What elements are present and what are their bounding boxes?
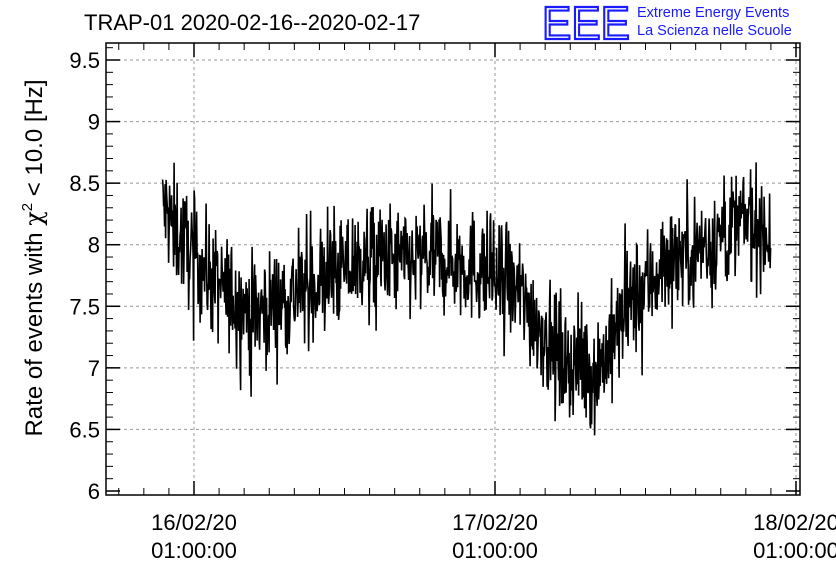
x-tick-time: 01:00:00 — [452, 538, 538, 563]
x-tick-date: 18/02/20 — [753, 510, 836, 535]
y-tick-label: 8 — [88, 233, 100, 258]
grid-lines — [106, 43, 800, 495]
y-tick-label: 7 — [88, 356, 100, 381]
y-tick-label: 8.5 — [69, 171, 100, 196]
chart-title: TRAP-01 2020-02-16--2020-02-17 — [84, 10, 421, 35]
eee-logo: EEE — [542, 0, 630, 44]
x-axis: 16/02/20 01:00:00 17/02/20 01:00:00 18/02/20… — [118, 43, 836, 563]
logo-caption: Extreme Energy Events La Scienza nelle S… — [637, 4, 792, 40]
eee-logo-letters: EEE — [542, 0, 630, 44]
y-tick-label: 9.5 — [69, 48, 100, 73]
y-tick-label: 6.5 — [69, 417, 100, 442]
logo-line-2: La Scienza nelle Scuole — [637, 23, 792, 39]
y-axis-label: Rate of events with χ2 < 10.0 [Hz] — [19, 79, 48, 436]
x-tick-date: 17/02/20 — [452, 510, 538, 535]
series-line — [161, 162, 772, 436]
y-tick-label: 9 — [88, 110, 100, 135]
logo-line-1: Extreme Energy Events — [637, 5, 790, 21]
y-tick-label: 6 — [88, 479, 100, 504]
y-axis: 6 6.5 7 7.5 8 8.5 9 9.5 — [69, 47, 800, 504]
x-tick-date: 16/02/20 — [151, 510, 237, 535]
series-layer — [161, 162, 772, 436]
y-tick-label: 7.5 — [69, 294, 100, 319]
x-tick-time: 01:00:00 — [753, 538, 836, 563]
x-tick-time: 01:00:00 — [151, 538, 237, 563]
